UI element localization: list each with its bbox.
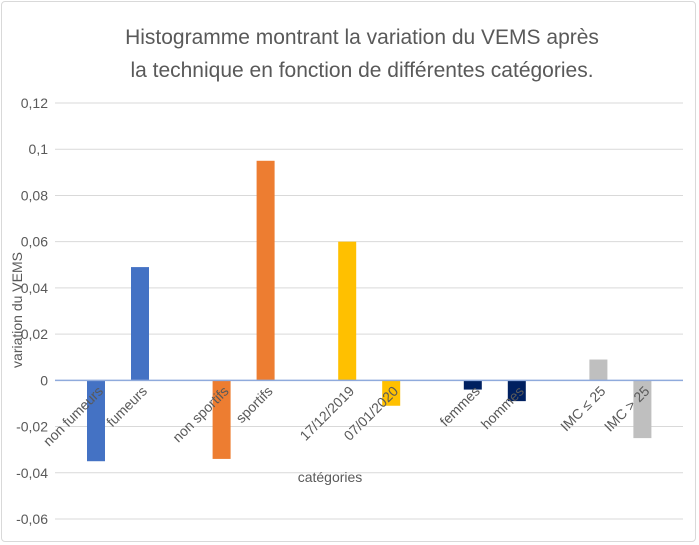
chart-title-line-2: la technique en fonction de différentes … [130,59,593,82]
y-tick-label: 0,12 [21,95,48,111]
y-tick-label: 0,06 [21,234,48,250]
y-tick-label: 0,02 [21,326,48,342]
y-tick-label: -0,06 [16,511,48,527]
bar [131,267,149,381]
bar [87,380,105,462]
y-tick-label: 0,1 [29,141,49,157]
bar [589,359,608,381]
y-tick-label: -0,02 [16,419,48,435]
bar [212,380,231,459]
bar [507,380,526,402]
x-tick-label: hommes [478,383,527,432]
y-tick-label: -0,04 [16,465,48,481]
chart-title-line-1: Histogramme montrant la variation du VEM… [125,26,599,49]
x-tick-label: femmes [436,383,483,430]
bar [338,241,357,381]
bar [463,380,482,390]
x-axis-label: catégories [298,469,363,485]
x-tick-label: sportifs [232,383,275,426]
y-tick-label: 0,08 [21,187,48,203]
bar [382,380,401,406]
y-tick-label: 0 [40,372,48,388]
y-tick-label: 0,04 [21,280,48,296]
y-axis-label: variation du VEMS [9,252,25,368]
x-tick-label: fumeurs [103,383,150,430]
bar [256,160,275,381]
bar [633,380,652,439]
